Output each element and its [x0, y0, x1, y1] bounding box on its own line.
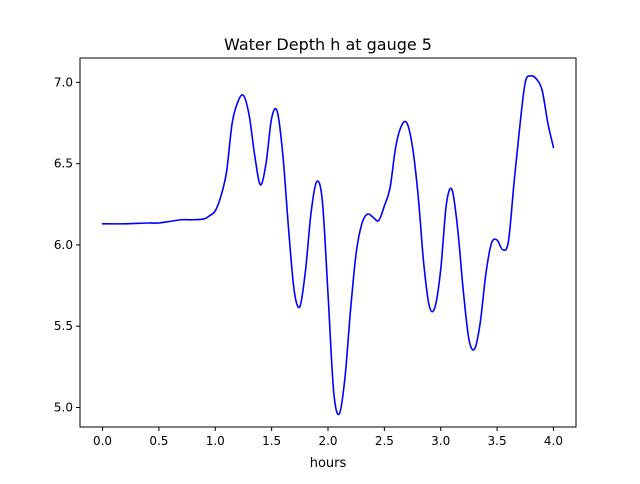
x-axis-label: hours — [310, 456, 347, 471]
plot-frame — [79, 57, 577, 428]
y-axis-ticks: 5.0 5.5 6.0 6.5 7.0 — [54, 75, 80, 414]
y-tick-label: 7.0 — [54, 75, 73, 89]
x-tick-label: 1.0 — [206, 434, 225, 448]
x-tick-label: 1.5 — [262, 434, 281, 448]
x-tick-label: 4.0 — [544, 434, 563, 448]
x-tick-label: 3.0 — [431, 434, 450, 448]
chart-title: Water Depth h at gauge 5 — [224, 35, 432, 54]
x-tick-label: 3.5 — [488, 434, 507, 448]
x-tick-label: 2.5 — [375, 434, 394, 448]
x-tick-label: 0.5 — [149, 434, 168, 448]
y-tick-label: 5.0 — [54, 400, 73, 414]
y-tick-label: 6.5 — [54, 157, 73, 171]
y-tick-label: 6.0 — [54, 238, 73, 252]
x-tick-label: 2.0 — [318, 434, 337, 448]
series-line-water-depth — [101, 74, 555, 416]
y-tick-label: 5.5 — [54, 319, 73, 333]
x-axis-ticks: 0.0 0.5 1.0 1.5 2.0 2.5 3.0 3.5 4.0 — [93, 427, 563, 448]
series-layer — [101, 74, 555, 416]
x-tick-label: 0.0 — [93, 434, 112, 448]
plot-background — [80, 58, 576, 427]
